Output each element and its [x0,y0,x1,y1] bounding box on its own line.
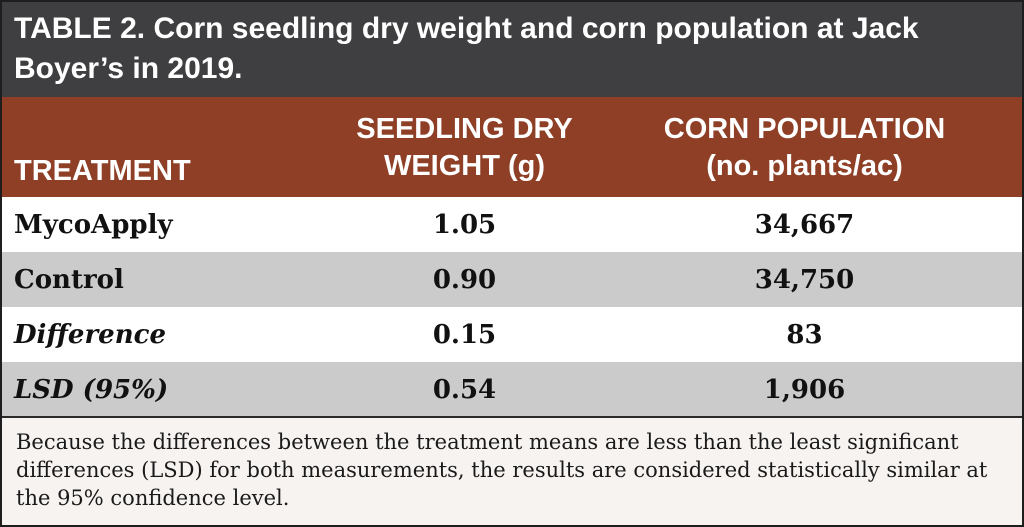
divider [2,416,1022,418]
header-population-line1: CORN POPULATION [663,113,946,145]
cell-treatment: LSD (95%) [14,375,169,405]
cell-population: 34,667 [754,210,855,240]
table-row: Control 0.90 34,750 [2,252,1022,307]
table-row: LSD (95%) 0.54 1,906 [2,362,1022,417]
cell-population: 83 [786,320,823,350]
cell-dry-weight: 0.15 [432,320,497,350]
cell-population: 34,750 [754,265,855,295]
header-dry-weight-line1: SEEDLING DRY [356,113,573,145]
header-treatment-label: TREATMENT [14,155,191,187]
cell-population: 1,906 [763,375,846,405]
table-row: MycoApply 1.05 34,667 [2,197,1022,252]
cell-dry-weight: 1.05 [432,210,497,240]
header-dry-weight-line2: WEIGHT (g) [383,150,546,182]
header-row: TREATMENT SEEDLING DRY WEIGHT (g) CORN P… [2,97,1022,197]
table-title-text: Corn seedling dry weight and corn popula… [14,12,919,85]
header-population-line2: (no. plants/ac) [706,150,903,182]
table-footnote: Because the differences between the trea… [2,418,1022,525]
table-title: TABLE 2. Corn seedling dry weight and co… [2,2,1022,97]
cell-dry-weight: 0.90 [432,265,497,295]
cell-treatment: Difference [14,320,166,350]
cell-treatment: Control [14,265,124,295]
header-population: CORN POPULATION (no. plants/ac) [587,111,1022,185]
footnote-text: Because the differences between the trea… [16,430,988,510]
table-row: Difference 0.15 83 [2,307,1022,362]
table-label: TABLE 2. [14,12,146,45]
header-dry-weight: SEEDLING DRY WEIGHT (g) [342,111,587,185]
cell-treatment: MycoApply [14,210,173,240]
header-treatment: TREATMENT [2,153,342,190]
cell-dry-weight: 0.54 [432,375,497,405]
